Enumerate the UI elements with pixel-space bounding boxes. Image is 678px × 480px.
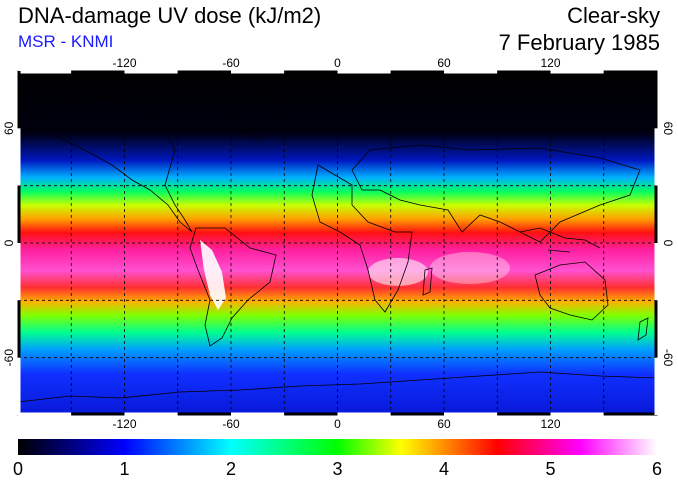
lat-tick-label-left: 60 — [2, 121, 16, 135]
colorbar-tick-label: 5 — [545, 459, 556, 479]
lon-tick-label-top: 120 — [540, 56, 560, 70]
lat-tick-label-right: 60 — [661, 122, 675, 136]
lon-tick-label-bottom: -120 — [112, 417, 136, 431]
antarctica-coast — [18, 371, 657, 403]
madagascar-coast — [422, 267, 433, 296]
north-america-coast — [39, 94, 193, 233]
europe-africa-coast — [311, 164, 413, 313]
africa-high-dose-patch — [368, 258, 428, 286]
eurasia-coast — [351, 144, 641, 243]
axis-labels: -120 -120 -60 -60 0 0 60 60 120 120 60 0 -60 60 0 -60 — [2, 56, 675, 431]
lat-tick-label-right: -60 — [661, 349, 675, 367]
andes-high-dose-patch — [200, 240, 226, 310]
lon-tick-label-top: 0 — [334, 56, 341, 70]
australia-coast — [534, 261, 609, 321]
colorbar-tick-label: 6 — [651, 459, 663, 479]
new-zealand-coast — [637, 317, 649, 341]
colorbar — [18, 439, 657, 455]
source-label: MSR - KNMI — [18, 32, 114, 51]
lon-tick-label-top: -120 — [112, 56, 136, 70]
colorbar-tick-label: 4 — [438, 459, 450, 479]
colorbar-tick-label: 2 — [225, 459, 237, 479]
graticule — [18, 71, 657, 415]
indian-ocean-high-dose-patch — [430, 252, 510, 284]
lon-tick-label-bottom: 60 — [437, 417, 451, 431]
colorbar-tick-label: 1 — [119, 459, 130, 479]
lat-tick-label-right: 0 — [661, 240, 675, 247]
sky-condition-label: Clear-sky — [567, 3, 660, 28]
greenland-coast — [229, 89, 286, 141]
south-america-coast — [189, 227, 277, 347]
chart-title: DNA-damage UV dose (kJ/m2) — [18, 3, 322, 28]
frame-ticks — [17, 70, 658, 416]
lat-tick-label-left: 0 — [2, 239, 16, 246]
lat-tick-label-left: -60 — [2, 349, 16, 367]
coastlines — [18, 89, 657, 403]
lon-tick-label-bottom: 120 — [540, 417, 560, 431]
lon-tick-label-top: -60 — [222, 56, 240, 70]
colorbar-tick-label: 3 — [332, 459, 343, 479]
lon-tick-label-top: 60 — [437, 56, 451, 70]
date-label: 7 February 1985 — [498, 30, 660, 55]
lon-tick-label-bottom: -60 — [222, 417, 240, 431]
colorbar-tick-label: 0 — [12, 459, 24, 479]
lon-tick-label-bottom: 0 — [334, 417, 341, 431]
